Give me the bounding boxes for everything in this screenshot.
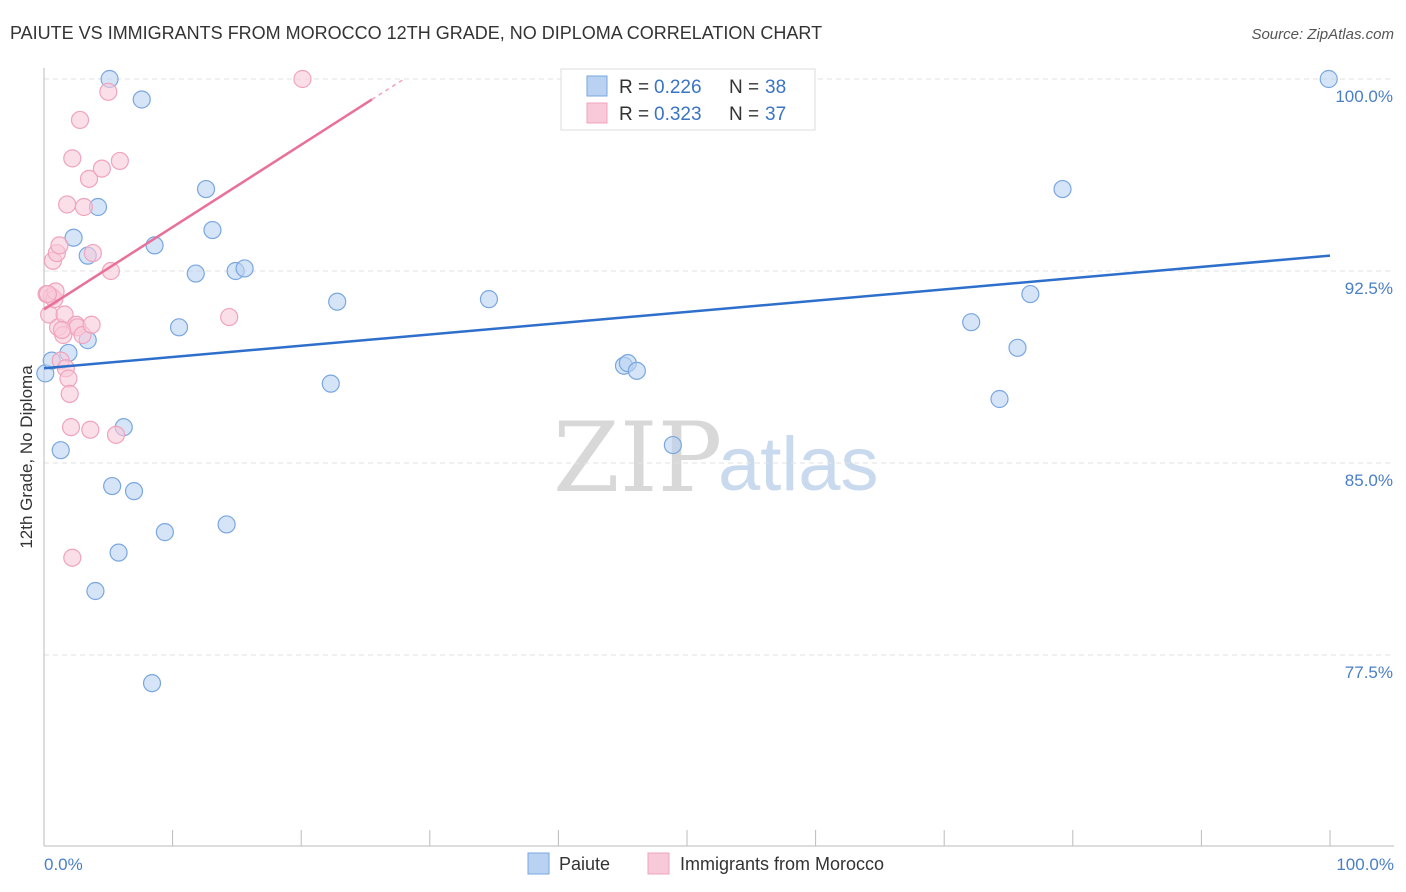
legend-swatch-paiute	[586, 75, 608, 97]
series-1-points	[37, 69, 312, 567]
series-1-point-21	[70, 110, 90, 130]
series-1-point-25	[81, 420, 100, 439]
legend-n-value-1: 38	[765, 77, 786, 98]
bottom-legend-label-paiute: Paiute	[559, 854, 610, 874]
series-0-trend-line	[43, 254, 1331, 370]
series-1-point-14	[59, 369, 78, 388]
series-1-point-35	[38, 284, 57, 304]
series-0-points	[36, 69, 1338, 693]
y-tick-label-3: 77.5%	[1345, 663, 1393, 682]
series-1-point-23	[74, 197, 93, 217]
x-tick-label-left: 0.0%	[44, 855, 83, 874]
series-0-point-19	[186, 264, 205, 283]
legend-n-label-1: N =	[729, 77, 759, 98]
series-0-point-34	[1008, 338, 1027, 357]
legend-r-value-2: 0.323	[654, 104, 702, 125]
y-axis-title: 12th Grade, No Diploma	[17, 365, 36, 549]
series-0-point-20	[196, 179, 216, 199]
series-1-point-18	[63, 548, 82, 567]
series-0-point-4	[64, 228, 83, 247]
legend-n-label-2: N =	[729, 104, 759, 125]
legend-r-value-1: 0.226	[654, 77, 702, 98]
series-1-point-29	[99, 82, 118, 101]
legend-box: R = 0.226 N = 38 R = 0.323 N = 37	[560, 68, 816, 131]
series-0-point-11	[109, 543, 128, 562]
series-0-point-7	[86, 581, 105, 601]
series-0-point-37	[1319, 69, 1338, 89]
series-0-point-21	[203, 220, 222, 240]
series-0-point-33	[990, 389, 1009, 409]
bottom-legend: Paiute Immigrants from Morocco	[527, 852, 884, 875]
bottom-legend-swatch-paiute	[527, 852, 550, 875]
series-1-point-26	[82, 315, 101, 334]
series-0-point-30	[627, 361, 646, 380]
series-0-point-15	[142, 674, 162, 693]
series-0-point-35	[1021, 284, 1040, 304]
series-0-point-24	[235, 259, 254, 278]
gridlines	[44, 78, 1394, 656]
series-0-point-18	[169, 318, 189, 337]
series-1-point-28	[92, 159, 111, 178]
bottom-legend-swatch-morocco	[647, 852, 670, 875]
watermark-atlas: atlas	[718, 422, 879, 507]
series-1-point-15	[60, 384, 79, 403]
series-1-point-13	[58, 195, 77, 214]
series-0-point-13	[124, 482, 144, 501]
series-1-point-33	[220, 307, 239, 327]
y-tick-label-2: 85.0%	[1345, 471, 1393, 490]
legend-r-label-2: R =	[619, 104, 649, 125]
y-tick-labels: 100.0% 92.5% 85.0% 77.5%	[1335, 87, 1393, 682]
series-layer	[36, 69, 1338, 693]
legend-swatch-morocco	[586, 102, 608, 124]
series-0-point-31	[663, 435, 682, 455]
series-1-point-16	[61, 418, 81, 437]
legend-r-label-1: R =	[619, 77, 649, 98]
series-1-point-17	[63, 149, 82, 168]
series-0-point-25	[321, 374, 340, 393]
x-tick-label-right: 100.0%	[1336, 855, 1394, 874]
series-0-point-14	[132, 90, 151, 109]
series-0-point-17	[155, 523, 174, 542]
x-axis-ticks	[172, 830, 1331, 846]
series-1-trend-line	[43, 98, 373, 311]
bottom-legend-label-morocco: Immigrants from Morocco	[680, 854, 884, 874]
series-1-trend-extension	[371, 78, 405, 101]
watermark-zip: ZIP	[553, 402, 722, 514]
series-0-point-27	[479, 290, 499, 309]
series-1-point-27	[83, 243, 102, 263]
series-1-point-36	[52, 320, 72, 339]
series-0-point-36	[1053, 179, 1072, 199]
y-tick-label-0: 100.0%	[1335, 87, 1393, 106]
series-1-point-8	[50, 236, 69, 255]
legend-n-value-2: 37	[765, 104, 786, 125]
series-1-point-32	[110, 151, 129, 171]
series-1-point-24	[79, 169, 99, 188]
series-0-point-32	[962, 313, 981, 332]
series-0-point-26	[328, 292, 347, 311]
series-1-point-34	[293, 69, 312, 89]
chart-source: Source: ZipAtlas.com	[1251, 26, 1394, 43]
series-1-point-31	[106, 425, 126, 444]
y-tick-label-1: 92.5%	[1345, 279, 1393, 298]
series-0-point-2	[51, 441, 70, 460]
series-0-point-10	[103, 476, 122, 496]
chart-title: PAIUTE VS IMMIGRANTS FROM MOROCCO 12TH G…	[10, 23, 822, 43]
series-0-point-22	[217, 515, 236, 534]
